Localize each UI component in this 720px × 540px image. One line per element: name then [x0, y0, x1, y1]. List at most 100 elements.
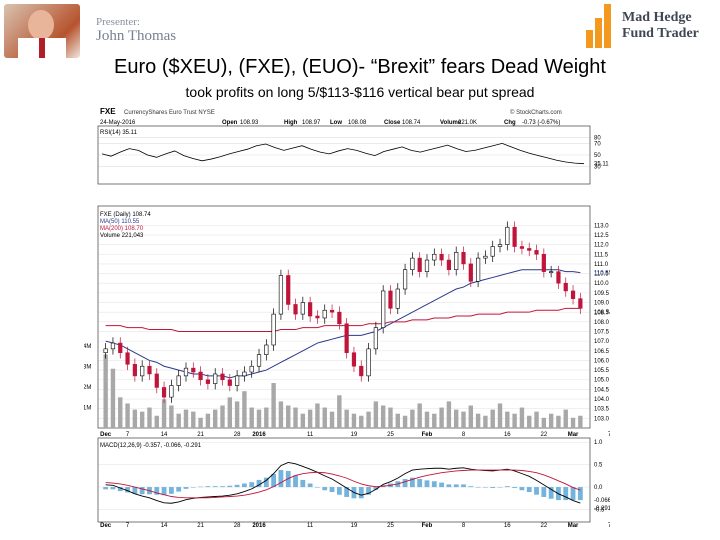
candle-body — [235, 375, 240, 386]
macd-histogram-bar — [541, 487, 547, 497]
candle-body — [534, 250, 539, 255]
macd-signal-line — [105, 469, 581, 499]
volume-bar — [424, 411, 430, 428]
candle-body — [468, 263, 473, 282]
macd-tick-0: 1.0 — [594, 440, 603, 446]
bottom-tick-label: 22 — [540, 523, 547, 529]
volume-bar — [227, 397, 233, 428]
candle-body — [103, 348, 108, 354]
bottom-tick-label: 7 — [126, 523, 130, 529]
price-legend-1: MA(50) 110.55 — [100, 219, 140, 225]
macd-histogram-bar — [526, 487, 532, 493]
price-tick-16: 105.0 — [594, 378, 610, 384]
candle-body — [249, 365, 254, 373]
macd-histogram-bar — [227, 485, 233, 488]
price-tick-7: 109.5 — [594, 291, 610, 297]
chart-background — [98, 106, 590, 530]
candle-body — [278, 275, 284, 315]
volume-bar — [132, 409, 138, 428]
volume-bar — [315, 403, 320, 428]
presenter-name: John Thomas — [96, 28, 177, 44]
candle-body — [169, 385, 174, 398]
candle-body — [351, 352, 357, 367]
quote-value-4: 221.0K — [458, 120, 477, 126]
volume-bar — [234, 401, 240, 428]
price-tick-20: 103.0 — [594, 416, 610, 422]
volume-bar — [300, 413, 306, 428]
volume-bar — [212, 409, 218, 428]
brand-line-2: Fund Trader — [622, 26, 699, 41]
slide-title: Euro ($XEU), (FXE), (EUO)- “Brexit” fear… — [114, 56, 606, 78]
x-tick-label: 7 — [126, 432, 130, 438]
bottom-tick-label: 7 — [608, 523, 610, 529]
candle-body — [388, 290, 393, 309]
macd-histogram-bar — [446, 484, 452, 488]
price-tick-6: 110.0 — [594, 281, 609, 287]
price-last-tag: 108.74 — [594, 310, 610, 316]
macd-histogram-bar — [300, 479, 306, 488]
candle-body — [205, 379, 210, 384]
macd-histogram-bar — [154, 487, 160, 495]
volume-bar — [337, 395, 342, 428]
macd-histogram-bar — [220, 486, 225, 488]
candle-body — [410, 257, 415, 271]
macd-histogram-bar — [183, 487, 189, 489]
macd-histogram-bar — [336, 487, 342, 495]
macd-histogram-bar — [205, 486, 211, 488]
volume-bar — [527, 415, 532, 428]
price-legend-2: MA(200) 108.70 — [100, 226, 144, 232]
volume-bar — [256, 409, 262, 428]
volume-bar — [191, 411, 196, 428]
candle-body — [366, 348, 371, 377]
volume-bar — [271, 383, 276, 428]
volume-bar — [147, 407, 152, 428]
candle-body — [118, 342, 123, 354]
macd-histogram-bar — [461, 484, 466, 488]
brand-logo: Mad Hedge Fund Trader — [582, 2, 718, 54]
x-tick-label: 28 — [234, 432, 241, 438]
candle-body — [256, 354, 262, 367]
candle-body — [402, 269, 408, 290]
candle-body — [541, 253, 546, 272]
x-tick-label: Dec — [100, 432, 112, 438]
candle-body — [432, 253, 437, 261]
macd-histogram-bar — [534, 487, 539, 495]
candle-body — [242, 371, 247, 377]
volume-tick-3: 1M — [84, 406, 91, 412]
macd-histogram-bar — [402, 479, 408, 488]
chart-date: 24-May-2016 — [100, 120, 136, 126]
volume-bar — [380, 405, 386, 428]
price-tick-5: 110.5 — [594, 272, 609, 278]
price-tick-10: 108.0 — [594, 320, 610, 326]
macd-histogram-bar — [263, 477, 269, 488]
candle-body — [191, 367, 196, 373]
candle-body — [527, 248, 532, 251]
quote-value-5: -0.73 (-0.67%) — [522, 120, 560, 126]
macd-histogram-bar — [358, 487, 364, 499]
volume-tick-0: 4M — [84, 344, 91, 350]
candle-body — [315, 315, 320, 319]
presenter-photo — [4, 4, 80, 58]
volume-bar — [417, 403, 422, 428]
volume-bar — [395, 413, 400, 428]
volume-bar — [578, 415, 583, 428]
macd-tag-0: -0.066 — [594, 498, 610, 504]
bottom-tick-label: 16 — [504, 523, 511, 529]
rsi-tick-70: 70 — [594, 141, 601, 147]
macd-histogram-bar — [468, 486, 474, 488]
price-tick-15: 105.5 — [594, 368, 610, 374]
candle-body — [417, 257, 422, 272]
volume-bar — [402, 415, 408, 428]
macd-histogram-bar — [563, 487, 569, 501]
panel-frame-2 — [97, 437, 591, 523]
candle-body — [286, 275, 291, 305]
rsi-tick-50: 50 — [594, 153, 601, 159]
panel-frame-0 — [97, 125, 591, 185]
panel-frame-1 — [97, 205, 591, 429]
volume-bar — [490, 409, 495, 428]
quote-value-2: 108.08 — [348, 120, 367, 126]
price-tick-9: 108.5 — [594, 310, 610, 316]
quote-label-5: Chg — [504, 120, 516, 126]
bottom-tick-label: Feb — [422, 523, 433, 529]
ma200-line — [105, 307, 581, 332]
